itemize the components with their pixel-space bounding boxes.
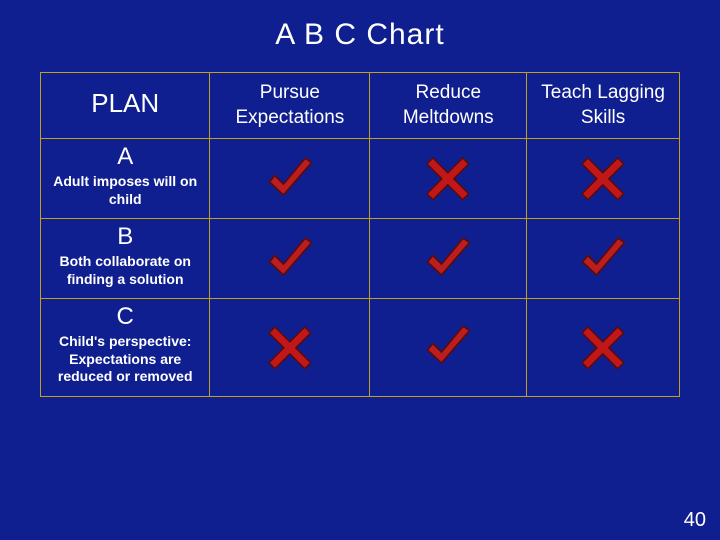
row-c-desc: Child's perspective: Expectations are re… bbox=[47, 333, 203, 386]
cross-icon bbox=[578, 323, 628, 373]
slide-title: A B C Chart bbox=[0, 0, 720, 72]
row-c: C Child's perspective: Expectations are … bbox=[41, 299, 680, 397]
check-icon bbox=[421, 323, 475, 372]
row-a-mark-0 bbox=[210, 139, 370, 219]
cross-icon bbox=[578, 154, 628, 204]
row-a-mark-1 bbox=[370, 139, 527, 219]
row-b: B Both collaborate on finding a solution bbox=[41, 219, 680, 299]
header-col-0: Pursue Expectations bbox=[210, 73, 370, 139]
row-a-mark-2 bbox=[527, 139, 680, 219]
row-c-mark-0 bbox=[210, 299, 370, 397]
row-b-mark-1 bbox=[370, 219, 527, 299]
check-icon bbox=[263, 155, 317, 204]
row-b-label: B Both collaborate on finding a solution bbox=[41, 219, 210, 299]
row-b-letter: B bbox=[47, 223, 203, 251]
check-icon bbox=[576, 235, 630, 284]
row-a-letter: A bbox=[47, 143, 203, 171]
row-b-mark-2 bbox=[527, 219, 680, 299]
row-a-desc: Adult imposes will on child bbox=[47, 173, 203, 208]
row-a: A Adult imposes will on child bbox=[41, 139, 680, 219]
page-number: 40 bbox=[684, 509, 706, 532]
header-row: PLAN Pursue Expectations Reduce Meltdown… bbox=[41, 73, 680, 139]
header-col-1: Reduce Meltdowns bbox=[370, 73, 527, 139]
row-c-mark-1 bbox=[370, 299, 527, 397]
header-col-2: Teach Lagging Skills bbox=[527, 73, 680, 139]
abc-chart-table: PLAN Pursue Expectations Reduce Meltdown… bbox=[40, 72, 680, 397]
row-c-letter: C bbox=[47, 303, 203, 331]
row-a-label: A Adult imposes will on child bbox=[41, 139, 210, 219]
cross-icon bbox=[423, 154, 473, 204]
row-c-mark-2 bbox=[527, 299, 680, 397]
row-b-mark-0 bbox=[210, 219, 370, 299]
header-plan: PLAN bbox=[41, 73, 210, 139]
check-icon bbox=[421, 235, 475, 284]
row-c-label: C Child's perspective: Expectations are … bbox=[41, 299, 210, 397]
cross-icon bbox=[265, 323, 315, 373]
check-icon bbox=[263, 235, 317, 284]
row-b-desc: Both collaborate on finding a solution bbox=[47, 253, 203, 288]
